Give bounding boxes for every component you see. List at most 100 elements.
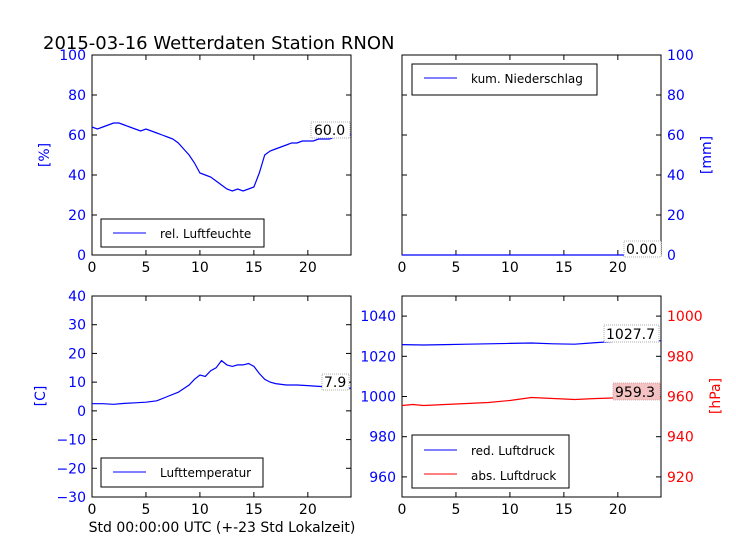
x-tick-label: 20 [609, 260, 627, 276]
panel-humidity: 0 5 10 15 20 0 20 40 60 80 100 [%] 60.0 rel. Luft… [37, 48, 352, 276]
y-tick-label-right: 1000 [667, 309, 703, 325]
x-tick-label: 0 [398, 260, 407, 276]
last-value-box: 7.9 [321, 373, 350, 391]
y-tick-label: 80 [667, 88, 685, 104]
legend-label-abs-luftdruck: abs. Luftdruck [471, 469, 556, 483]
last-value-label: 1027.7 [606, 327, 655, 343]
y-tick-label: −10 [56, 433, 86, 449]
legend-label-red-luftdruck: red. Luftdruck [471, 444, 555, 458]
x-tick-label: 5 [451, 260, 460, 276]
y-tick-label-right: 960 [667, 390, 694, 406]
y-axis-label: [C] [33, 386, 49, 407]
y-tick-label: 20 [68, 346, 86, 362]
last-value-frame [310, 121, 351, 139]
y-tick-label: 60 [667, 128, 685, 144]
y-tick-label: 980 [369, 430, 396, 446]
plot-frame [91, 295, 352, 498]
x-tick-label: 20 [299, 260, 317, 276]
legend-label: rel. Luftfeuchte [160, 227, 251, 241]
x-tick-label: 15 [555, 260, 573, 276]
y-ticks: 0 20 40 60 80 100 [59, 48, 351, 264]
x-tick-label: 10 [191, 502, 209, 518]
x-axis-label: Std 00:00:00 UTC (+-23 Std Lokalzeit) [89, 520, 356, 536]
x-tick-label: 10 [191, 260, 209, 276]
plot-frame [91, 54, 352, 256]
last-value-box: 60.0 [310, 121, 351, 139]
legend: red. Luftdruck abs. Luftdruck [411, 434, 570, 489]
y-tick-label: 20 [667, 208, 685, 224]
last-value-frame [623, 240, 662, 258]
last-value-frame [321, 373, 350, 391]
x-tick-label: 5 [141, 502, 150, 518]
y-tick-label-right: 980 [667, 349, 694, 365]
y-tick-label: 40 [68, 289, 86, 305]
legend: Lufttemperatur [100, 457, 264, 488]
y-tick-label: 1020 [360, 349, 396, 365]
series-line-lufttemperatur [92, 359, 352, 405]
y-ticks: −30 −20 −10 0 10 20 30 40 [56, 289, 351, 506]
series-group [92, 359, 352, 405]
last-value-label: 7.9 [324, 375, 346, 391]
last-value-label: 0.00 [626, 242, 657, 258]
last-value-frame [603, 324, 660, 343]
legend: kum. Niederschlag [411, 63, 598, 96]
y-tick-label: 80 [68, 88, 86, 104]
x-ticks: 0 5 10 15 20 [398, 296, 627, 518]
x-tick-label: 20 [609, 502, 627, 518]
x-tick-label: 0 [398, 502, 407, 518]
y-tick-label-right: 920 [667, 470, 694, 486]
y-tick-label: 40 [667, 168, 685, 184]
x-tick-label: 15 [245, 260, 263, 276]
last-value-box-red-luftdruck: 1027.7 [603, 324, 660, 343]
panel-temperature: 0 5 10 15 20 −30 −20 −10 0 10 20 30 40 [C] 7.9 Luft… [33, 289, 352, 518]
y-tick-label-right: 940 [667, 430, 694, 446]
x-tick-label: 15 [555, 502, 573, 518]
y-tick-label: 10 [68, 375, 86, 391]
figure-title: 2015-03-16 Wetterdaten Station RNON [43, 33, 394, 54]
y-axis-label: [mm] [699, 136, 715, 174]
y-ticks: 960 980 1000 1020 1040 [360, 309, 661, 486]
y-tick-label: 1000 [360, 390, 396, 406]
y-axis-label: [%] [37, 143, 53, 167]
y-axis-label-right: [hPa] [708, 378, 724, 414]
y-tick-label: 30 [68, 318, 86, 334]
x-tick-label: 20 [299, 502, 317, 518]
x-tick-label: 15 [245, 502, 263, 518]
legend-label: Lufttemperatur [160, 466, 251, 480]
last-value-label: 959.3 [615, 385, 655, 401]
x-tick-label: 10 [501, 260, 519, 276]
last-value-box-abs-luftdruck: 959.3 [612, 382, 661, 401]
x-tick-label: 0 [88, 502, 97, 518]
y-tick-label: 100 [59, 48, 86, 64]
y-tick-label: 40 [68, 168, 86, 184]
last-value-label: 60.0 [314, 123, 345, 139]
panel-precipitation: 0 5 10 15 20 0 20 40 60 80 100 [mm] 0.00 kum. Nie… [398, 48, 715, 276]
last-value-box: 0.00 [623, 240, 662, 258]
x-tick-label: 5 [451, 502, 460, 518]
y-tick-label: 0 [77, 404, 86, 420]
y-tick-label: −30 [56, 490, 86, 506]
x-tick-label: 10 [501, 502, 519, 518]
y-ticks-right: 920 940 960 980 1000 [667, 309, 703, 486]
legend: rel. Luftfeuchte [100, 218, 265, 248]
y-tick-label: −20 [56, 461, 86, 477]
legend-frame [411, 434, 570, 489]
y-tick-label: 1040 [360, 309, 396, 325]
y-tick-label: 0 [667, 248, 676, 264]
legend-label: kum. Niederschlag [471, 72, 583, 86]
y-tick-label: 100 [667, 48, 694, 64]
x-ticks: 0 5 10 15 20 [88, 296, 317, 518]
y-tick-label: 0 [77, 248, 86, 264]
x-ticks: 0 5 10 15 20 [398, 55, 627, 276]
y-tick-label: 20 [68, 208, 86, 224]
y-ticks: 0 20 40 60 80 100 [402, 48, 694, 264]
x-tick-label: 5 [141, 260, 150, 276]
x-tick-label: 0 [88, 260, 97, 276]
y-tick-label: 60 [68, 128, 86, 144]
legend-frame [411, 63, 598, 96]
series-line-rel-luftfeuchte [91, 122, 351, 192]
x-ticks: 0 5 10 15 20 [88, 55, 317, 276]
series-group [91, 122, 351, 192]
y-tick-label: 960 [369, 470, 396, 486]
